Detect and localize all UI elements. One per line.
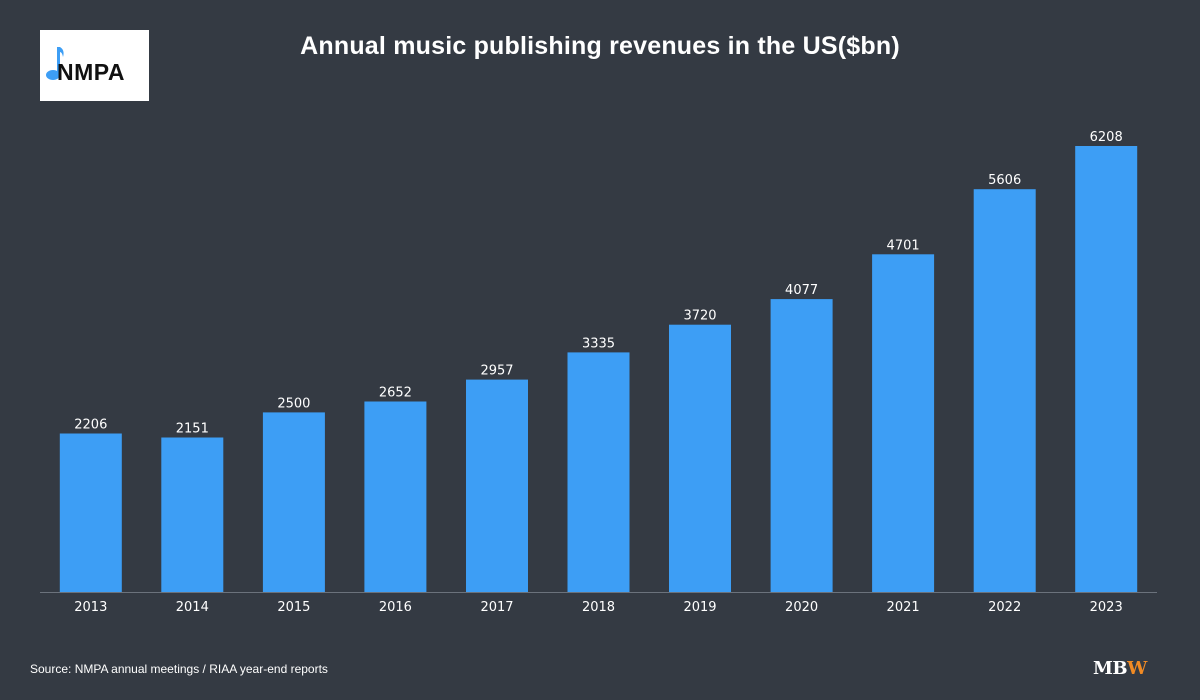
mbw-brand-logo: MBW [1093,658,1147,680]
x-tick-label-2017: 2017 [480,600,513,615]
data-label-2022: 5606 [988,173,1021,188]
data-label-2014: 2151 [176,422,209,437]
bar-2021 [872,254,935,593]
logo-text: NMPA [57,59,126,85]
x-tick-label-2018: 2018 [582,600,615,615]
bar-2018 [567,352,630,592]
bar-2023 [1075,146,1138,592]
bar-2022 [973,189,1036,592]
x-tick-label-2022: 2022 [988,600,1021,615]
bar-2016 [364,401,427,592]
x-tick-label-2020: 2020 [785,600,818,615]
data-label-2017: 2957 [480,364,513,379]
bar-2017 [466,379,528,592]
data-label-2013: 2206 [74,418,107,433]
x-tick-label-2019: 2019 [683,600,716,615]
bar-2015 [262,412,325,592]
brand-mb-text: MB [1093,658,1128,679]
bar-2020 [770,299,833,592]
x-tick-label-2014: 2014 [176,600,209,615]
data-label-2018: 3335 [582,336,615,351]
x-tick-label-2013: 2013 [74,600,107,615]
chart-title: Annual music publishing revenues in the … [300,32,900,60]
brand-w-text: W [1127,658,1147,679]
data-label-2023: 6208 [1090,130,1123,145]
data-label-2016: 2652 [379,386,412,401]
music-note-icon [46,47,64,80]
x-tick-label-2021: 2021 [887,600,920,615]
data-label-2019: 3720 [683,309,716,324]
data-label-2021: 4701 [887,238,920,253]
data-label-2015: 2500 [277,396,310,411]
x-tick-label-2023: 2023 [1090,600,1123,615]
x-tick-label-2016: 2016 [379,600,412,615]
bar-2019 [669,324,731,592]
bar-2013 [59,433,122,592]
nmpa-logo: NMPA [40,30,149,101]
bar-2014 [161,437,224,592]
source-note: Source: NMPA annual meetings / RIAA year… [30,662,328,676]
data-label-2020: 4077 [785,283,818,298]
x-tick-label-2015: 2015 [277,600,310,615]
